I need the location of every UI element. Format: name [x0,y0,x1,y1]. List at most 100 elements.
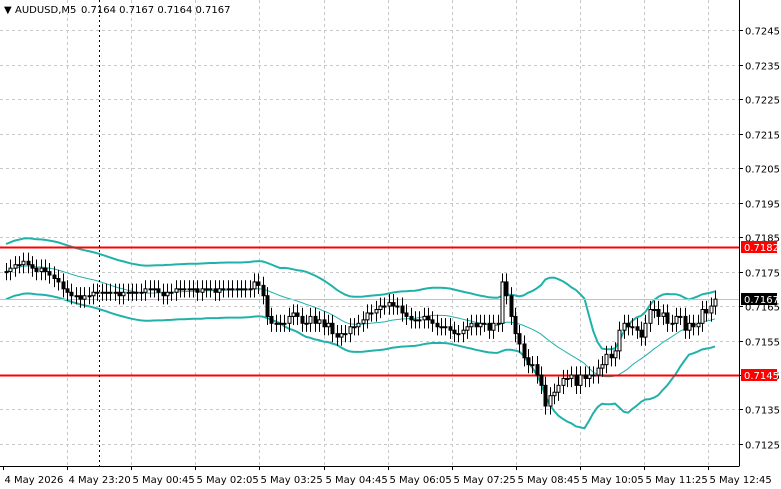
current-price-tag: 0.7167 [741,293,779,306]
candle-body [587,374,592,379]
candle-body [339,333,344,338]
candle-body [478,322,483,328]
candle-body [448,326,453,331]
price-label-bg [741,241,777,253]
candle-body [195,288,200,293]
candle-body [252,281,257,290]
candle-body [352,326,357,329]
y-tick-label: 0.7245 [745,27,780,38]
candle-body [78,295,83,300]
candle-body [713,298,718,307]
candle-body [526,357,531,366]
candle-body [126,291,131,294]
y-tick-label: 0.7135 [745,406,780,417]
candle-body [683,315,688,331]
candle-body [639,329,644,338]
candle-body [417,319,422,322]
price-label-bg [741,293,777,305]
level-price-tag: 0.7182 [741,241,779,254]
candle-body [95,291,100,294]
x-tick-label: 5 May 10:05 [582,475,644,486]
menu-arrow-icon[interactable]: ▼ [4,5,12,16]
price-label-bg [741,369,777,381]
symbol-timeframe-label: AUDUSD,M5 [15,5,76,16]
candle-body [513,315,518,335]
candle-body [178,288,183,291]
candle-body [391,302,396,307]
bollinger-lower-band [5,292,716,430]
candle-body [613,350,618,359]
candle-body [504,281,509,297]
chart-frame [0,0,740,467]
candle-body [43,267,48,273]
candle-body [678,315,683,318]
candle-body [696,322,701,328]
candle-body [156,288,161,293]
candle-body [482,322,487,325]
candle-body [652,309,657,312]
candle-body [256,281,261,286]
y-tick-label: 0.7185 [745,234,780,245]
candle-body [230,288,235,291]
price-label-text: 0.7182 [744,243,779,254]
candle-body [600,364,605,369]
candle-body [261,284,266,297]
candle-body [169,291,174,294]
candle-body [143,288,148,293]
x-tick-label: 5 May 12:45 [710,475,772,486]
candle-body [87,295,92,298]
x-tick-label: 5 May 07:25 [454,475,516,486]
candle-body [239,288,244,291]
candle-body [670,322,675,325]
y-tick-label: 0.7175 [745,269,780,280]
candle-body [217,288,222,293]
candle-body [308,315,313,324]
candle-body [709,305,714,314]
axis-price-labels: 0.7182 0.7145 0.7167 [741,241,779,382]
candle-body [26,260,31,266]
candle-body [291,312,296,317]
candle-body [17,264,22,267]
candle-body [117,291,122,297]
candle-body [213,288,218,293]
candle-body [583,374,588,379]
candle-body [187,288,192,291]
time-axis[interactable]: 4 May 2026 4 May 23:20 5 May 00:45 5 May 02… [3,466,772,486]
candlesticks [4,252,718,415]
y-tick-label: 0.7195 [745,200,780,211]
candle-body [356,322,361,328]
candle-body [395,305,400,308]
candle-body [426,315,431,321]
candle-body [452,329,457,335]
candle-body [348,326,353,335]
candle-body [108,291,113,294]
candle-body [191,288,196,291]
candle-body [30,264,35,269]
candle-body [382,305,387,308]
candle-body [635,326,640,331]
price-label-text: 0.7145 [744,371,779,382]
y-tick-label: 0.7125 [745,441,780,452]
candle-body [65,288,70,293]
candle-body [687,322,692,331]
candle-body [204,288,209,291]
x-tick-label: 5 May 04:45 [326,475,388,486]
candle-body [491,322,496,331]
candle-body [439,326,444,329]
candle-body [361,319,366,324]
x-tick-label: 5 May 03:25 [261,475,323,486]
candle-body [630,326,635,329]
candle-body [335,333,340,338]
candle-body [691,322,696,328]
candle-body [500,281,505,324]
candle-body [400,305,405,314]
candle-body [561,377,566,386]
candle-body [556,384,561,393]
candle-body [435,322,440,328]
candle-body [665,312,670,324]
candle-body [522,343,527,359]
candle-body [465,326,470,331]
candle-body [591,374,596,377]
candle-body [704,309,709,314]
